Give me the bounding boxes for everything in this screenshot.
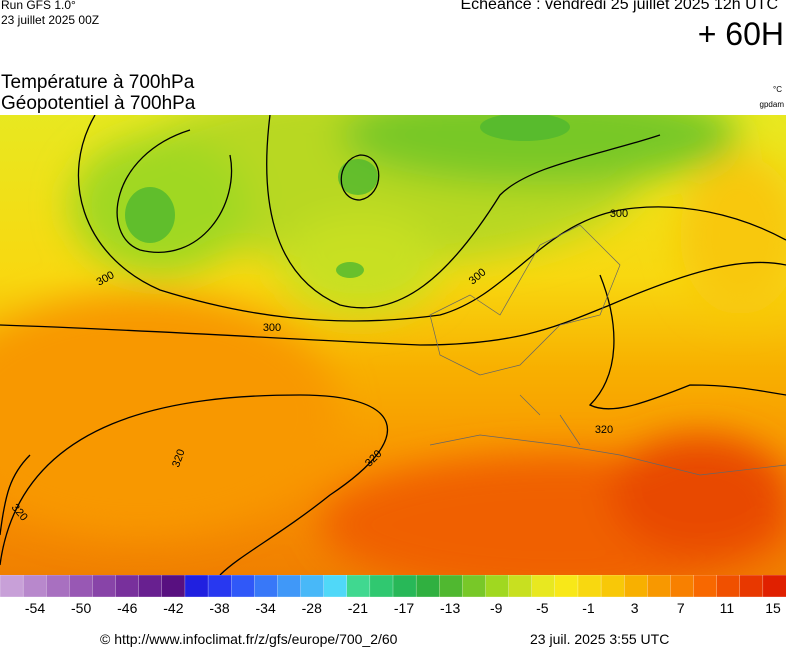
generated-time: 23 juil. 2025 3:55 UTC <box>530 631 670 647</box>
lead-time: + 60H <box>697 16 784 52</box>
color-swatch <box>161 575 186 598</box>
color-swatch <box>69 575 94 598</box>
run-date: 23 juillet 2025 00Z <box>1 13 100 27</box>
colorbar-label: 11 <box>720 600 735 616</box>
colorbar-label: -1 <box>582 600 595 616</box>
color-swatch <box>600 575 625 598</box>
color-swatch <box>138 575 163 598</box>
colorbar-label: -54 <box>25 600 45 616</box>
color-swatch <box>115 575 140 598</box>
color-swatch <box>670 575 695 598</box>
contour-label: 320 <box>595 424 613 436</box>
color-swatch <box>508 575 533 598</box>
color-swatch <box>531 575 556 598</box>
color-swatch <box>392 575 417 598</box>
color-swatch <box>762 575 786 598</box>
source-url: © http://www.infoclimat.fr/z/gfs/europe/… <box>100 631 398 647</box>
color-swatch <box>184 575 209 598</box>
color-swatch <box>231 575 255 598</box>
color-swatch <box>577 575 602 598</box>
colorbar-label: 15 <box>765 600 781 616</box>
colorbar: -54 -50 -46 -42 -38 -34 -28 -21 -17 -13 -9 -5 -1 3 7 11… <box>0 575 786 616</box>
color-swatch <box>554 575 579 598</box>
color-swatch <box>323 575 348 598</box>
color-swatch <box>22 575 47 598</box>
color-swatch <box>439 575 464 598</box>
contour-label: 300 <box>610 208 628 220</box>
color-swatch <box>739 575 764 598</box>
color-swatch <box>693 575 718 598</box>
colorbar-label: 3 <box>631 600 639 616</box>
unit: gpdam <box>759 100 784 109</box>
color-swatch <box>277 575 302 598</box>
colorbar-label: -5 <box>536 600 549 616</box>
colorbar-label: -50 <box>71 600 91 616</box>
color-swatch <box>346 575 371 598</box>
color-swatch <box>46 575 71 598</box>
colorbar-label: -9 <box>490 600 503 616</box>
colorbar-label: -38 <box>209 600 229 616</box>
color-swatch <box>300 575 325 598</box>
colorbar-label: -28 <box>302 600 322 616</box>
color-swatch <box>415 575 440 598</box>
colorbar-label: -42 <box>163 600 183 616</box>
color-swatch <box>92 575 117 598</box>
color-swatch <box>369 575 394 598</box>
colorbar-label: -34 <box>256 600 276 616</box>
valid-time: Echéance : vendredi 25 juillet 2025 12h … <box>460 0 778 13</box>
color-swatch <box>254 575 279 598</box>
color-swatch <box>0 575 24 598</box>
contour-label: 320 <box>170 448 188 469</box>
color-swatch <box>207 575 232 598</box>
run: Run GFS 1.0° <box>1 0 76 12</box>
colorbar-label: -21 <box>348 600 368 616</box>
title: Géopotentiel à 700hPa <box>1 93 196 114</box>
colorbar-label: 7 <box>677 600 685 616</box>
color-swatch <box>647 575 672 598</box>
unit: °C <box>773 85 782 94</box>
color-swatch <box>716 575 741 598</box>
contour-label: 300 <box>263 322 281 334</box>
colorbar-label: -13 <box>440 600 460 616</box>
title: Température à 700hPa <box>1 72 195 93</box>
colorbar-label: -17 <box>394 600 414 616</box>
color-swatch <box>462 575 487 598</box>
colorbar-label: -46 <box>117 600 137 616</box>
color-swatch <box>624 575 648 598</box>
color-swatch <box>485 575 510 598</box>
